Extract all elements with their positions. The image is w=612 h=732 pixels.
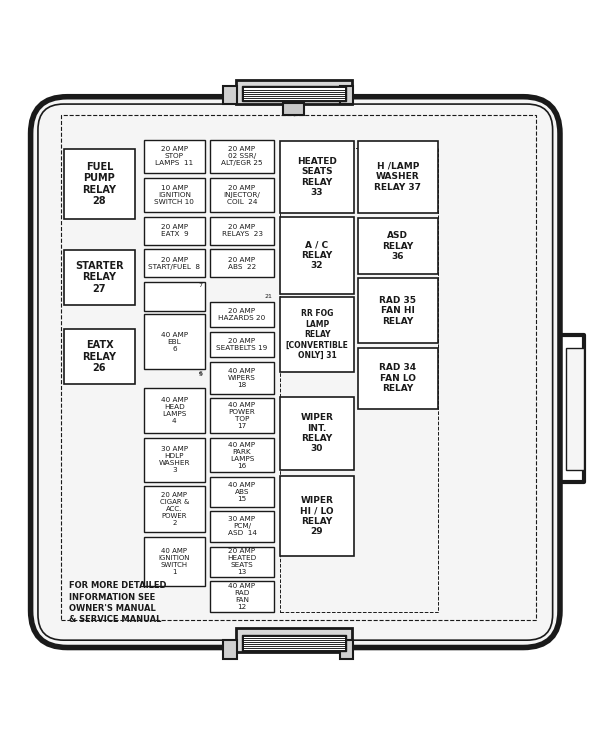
Bar — [64, 250, 135, 305]
Bar — [144, 217, 205, 244]
Bar — [358, 278, 438, 343]
Bar — [144, 537, 205, 586]
Text: 40 AMP
PARK
LAMPS
16: 40 AMP PARK LAMPS 16 — [228, 441, 256, 468]
Bar — [280, 141, 354, 213]
Text: RAD 34
FAN LO
RELAY: RAD 34 FAN LO RELAY — [379, 363, 416, 393]
Bar — [242, 635, 346, 651]
Text: RR FOG
LAMP
RELAY
[CONVERTIBLE
ONLY] 31: RR FOG LAMP RELAY [CONVERTIBLE ONLY] 31 — [286, 310, 348, 360]
Bar — [340, 86, 353, 104]
Bar — [280, 297, 354, 372]
Bar — [242, 86, 346, 101]
Text: 40 AMP
ABS
15: 40 AMP ABS 15 — [228, 482, 256, 502]
Text: 20 AMP
STOP
LAMPS  11: 20 AMP STOP LAMPS 11 — [155, 146, 193, 166]
Bar — [210, 249, 274, 277]
Bar — [210, 581, 274, 612]
Text: 20 AMP
INJECTOR/
COIL  24: 20 AMP INJECTOR/ COIL 24 — [223, 185, 261, 205]
Text: EATX
RELAY
26: EATX RELAY 26 — [83, 340, 116, 373]
Bar — [210, 547, 274, 577]
Bar — [210, 362, 274, 394]
Bar — [223, 640, 237, 659]
Bar — [280, 630, 307, 640]
Text: H /LAMP
WASHER
RELAY 37: H /LAMP WASHER RELAY 37 — [375, 162, 421, 192]
Bar — [286, 640, 301, 646]
Text: 20 AMP
CIGAR &
ACC.
POWER
2: 20 AMP CIGAR & ACC. POWER 2 — [160, 492, 189, 526]
Text: A / C
RELAY
32: A / C RELAY 32 — [301, 241, 333, 270]
Bar — [210, 302, 274, 327]
Bar — [210, 511, 274, 542]
Text: FUEL
PUMP
RELAY
28: FUEL PUMP RELAY 28 — [83, 162, 116, 206]
Text: 40 AMP
POWER
TOP
17: 40 AMP POWER TOP 17 — [228, 402, 256, 429]
Text: 40 AMP
EBL
6: 40 AMP EBL 6 — [161, 332, 188, 351]
Bar — [210, 438, 274, 472]
Bar — [64, 329, 135, 384]
Bar — [144, 486, 205, 532]
Bar — [144, 140, 205, 173]
Bar — [566, 348, 584, 470]
Bar — [236, 628, 352, 652]
Text: 5: 5 — [198, 372, 202, 377]
Bar — [210, 140, 274, 173]
Bar — [144, 314, 205, 369]
Text: 20 AMP
ABS  22: 20 AMP ABS 22 — [228, 257, 256, 269]
Bar — [280, 476, 354, 556]
Text: 30 AMP
PCM/
ASD  14: 30 AMP PCM/ ASD 14 — [228, 516, 256, 537]
Text: 20 AMP
HEATED
SEATS
13: 20 AMP HEATED SEATS 13 — [228, 548, 256, 575]
Bar — [210, 178, 274, 212]
Bar — [144, 249, 205, 277]
Text: FOR MORE DETAILED
INFORMATION SEE
OWNER'S MANUAL
& SERVICE MANUAL: FOR MORE DETAILED INFORMATION SEE OWNER'… — [69, 581, 166, 624]
Text: 40 AMP
IGNITION
SWITCH
1: 40 AMP IGNITION SWITCH 1 — [159, 548, 190, 575]
Text: WIPER
HI / LO
RELAY
29: WIPER HI / LO RELAY 29 — [300, 496, 334, 536]
Text: 7: 7 — [198, 283, 202, 288]
Bar — [358, 141, 438, 213]
Text: 40 AMP
RAD
FAN
12: 40 AMP RAD FAN 12 — [228, 583, 256, 610]
Bar — [223, 86, 237, 104]
Text: 20 AMP
02 SSR/
ALT/EGR 25: 20 AMP 02 SSR/ ALT/EGR 25 — [221, 146, 263, 166]
Text: WIPER
INT.
RELAY
30: WIPER INT. RELAY 30 — [300, 414, 334, 453]
Text: 40 AMP
WIPERS
18: 40 AMP WIPERS 18 — [228, 367, 256, 388]
Text: 40 AMP
HEAD
LAMPS
4: 40 AMP HEAD LAMPS 4 — [161, 397, 188, 424]
Bar — [144, 438, 205, 482]
Bar — [210, 477, 274, 507]
Text: STARTER
RELAY
27: STARTER RELAY 27 — [75, 261, 124, 294]
Text: 20 AMP
START/FUEL  8: 20 AMP START/FUEL 8 — [149, 257, 200, 269]
Text: HEATED
SEATS
RELAY
33: HEATED SEATS RELAY 33 — [297, 157, 337, 197]
Bar — [210, 332, 274, 357]
Bar — [358, 218, 438, 274]
Bar — [236, 80, 352, 104]
Text: 20 AMP
EATX  9: 20 AMP EATX 9 — [160, 224, 188, 237]
Bar — [358, 348, 438, 409]
FancyBboxPatch shape — [31, 97, 560, 648]
Bar — [144, 388, 205, 433]
Bar — [280, 217, 354, 294]
Bar — [144, 282, 205, 311]
Bar — [64, 149, 135, 219]
Bar — [280, 148, 438, 612]
Bar — [144, 178, 205, 212]
Text: 10 AMP
IGNITION
SWITCH 10: 10 AMP IGNITION SWITCH 10 — [154, 185, 195, 205]
Bar — [210, 397, 274, 433]
Bar — [280, 397, 354, 470]
Bar — [210, 217, 274, 244]
Bar — [283, 102, 304, 115]
Bar — [61, 115, 536, 620]
Text: RAD 35
FAN HI
RELAY: RAD 35 FAN HI RELAY — [379, 296, 416, 326]
Text: 30 AMP
HDLP
WASHER
3: 30 AMP HDLP WASHER 3 — [159, 447, 190, 474]
Text: 20 AMP
RELAYS  23: 20 AMP RELAYS 23 — [222, 224, 263, 237]
Text: 20 AMP
SEATBELTS 19: 20 AMP SEATBELTS 19 — [217, 338, 267, 351]
Text: 21: 21 — [264, 294, 272, 299]
Bar — [340, 640, 353, 659]
Text: ASD
RELAY
36: ASD RELAY 36 — [382, 231, 414, 261]
Text: 6: 6 — [199, 371, 203, 376]
Text: 20 AMP
HAZARDS 20: 20 AMP HAZARDS 20 — [218, 308, 266, 321]
